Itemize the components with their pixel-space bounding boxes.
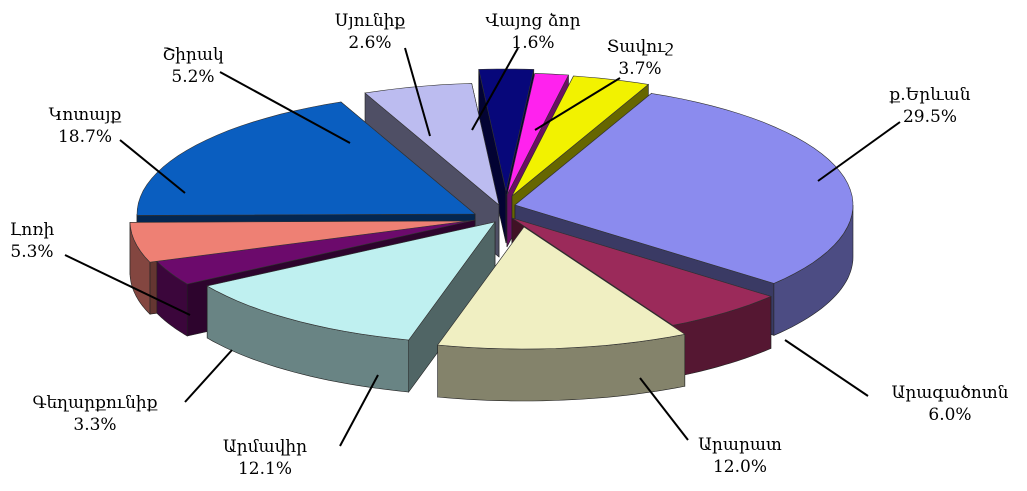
leader-line-5 xyxy=(64,254,191,316)
slice-value-9: 1.6% xyxy=(511,33,554,53)
slice-top-10 xyxy=(511,75,650,197)
slice-value-0: 29.5% xyxy=(903,107,957,127)
slice-top-1 xyxy=(511,217,772,326)
pie-tops xyxy=(129,68,854,350)
leader-line-6 xyxy=(119,139,186,194)
slice-label-9: Վայոց ձոր xyxy=(485,11,580,31)
slice-value-2: 12.0% xyxy=(713,457,767,477)
slice-label-7: Շիրակ xyxy=(162,45,224,65)
slice-label-4: Գեղարքունիք xyxy=(32,393,157,413)
slice-value-10: 3.7% xyxy=(618,59,661,79)
slice-top-7 xyxy=(364,83,500,206)
slice-value-6: 18.7% xyxy=(58,127,112,147)
leader-line-8 xyxy=(404,47,431,137)
slice-value-7: 5.2% xyxy=(171,67,214,87)
slice-label-2: Արարատ xyxy=(698,435,782,455)
slice-label-6: Կոտայք xyxy=(49,105,122,125)
leader-line-4 xyxy=(184,349,233,403)
slice-top-2 xyxy=(437,226,686,350)
leader-line-1 xyxy=(784,339,869,397)
slice-value-5: 5.3% xyxy=(10,242,53,262)
slice-label-0: ք.Երևան xyxy=(889,85,970,105)
leader-line-2 xyxy=(639,377,689,441)
slice-top-3 xyxy=(206,221,496,341)
leader-line-7 xyxy=(219,71,351,144)
leader-line-3 xyxy=(339,374,379,447)
leader-line-0 xyxy=(817,121,901,182)
slice-label-8: Սյունիք xyxy=(335,11,406,31)
slice-top-5 xyxy=(129,220,469,263)
slice-value-1: 6.0% xyxy=(928,405,971,425)
slice-top-9 xyxy=(506,73,569,196)
slice-label-1: Արագածոտն xyxy=(892,383,1009,403)
leader-line-10 xyxy=(534,77,621,131)
slice-value-4: 3.3% xyxy=(73,415,116,435)
slice-label-5: Լոռի xyxy=(10,220,55,240)
slice-label-10: Տավուշ xyxy=(607,37,674,57)
slice-label-3: Արմավիր xyxy=(223,437,307,457)
slice-value-3: 12.1% xyxy=(238,459,292,479)
leader-lines xyxy=(64,47,901,447)
slice-top-4 xyxy=(156,219,476,285)
slice-top-0 xyxy=(514,93,854,284)
leader-line-9 xyxy=(471,47,519,131)
slice-value-8: 2.6% xyxy=(348,33,391,53)
